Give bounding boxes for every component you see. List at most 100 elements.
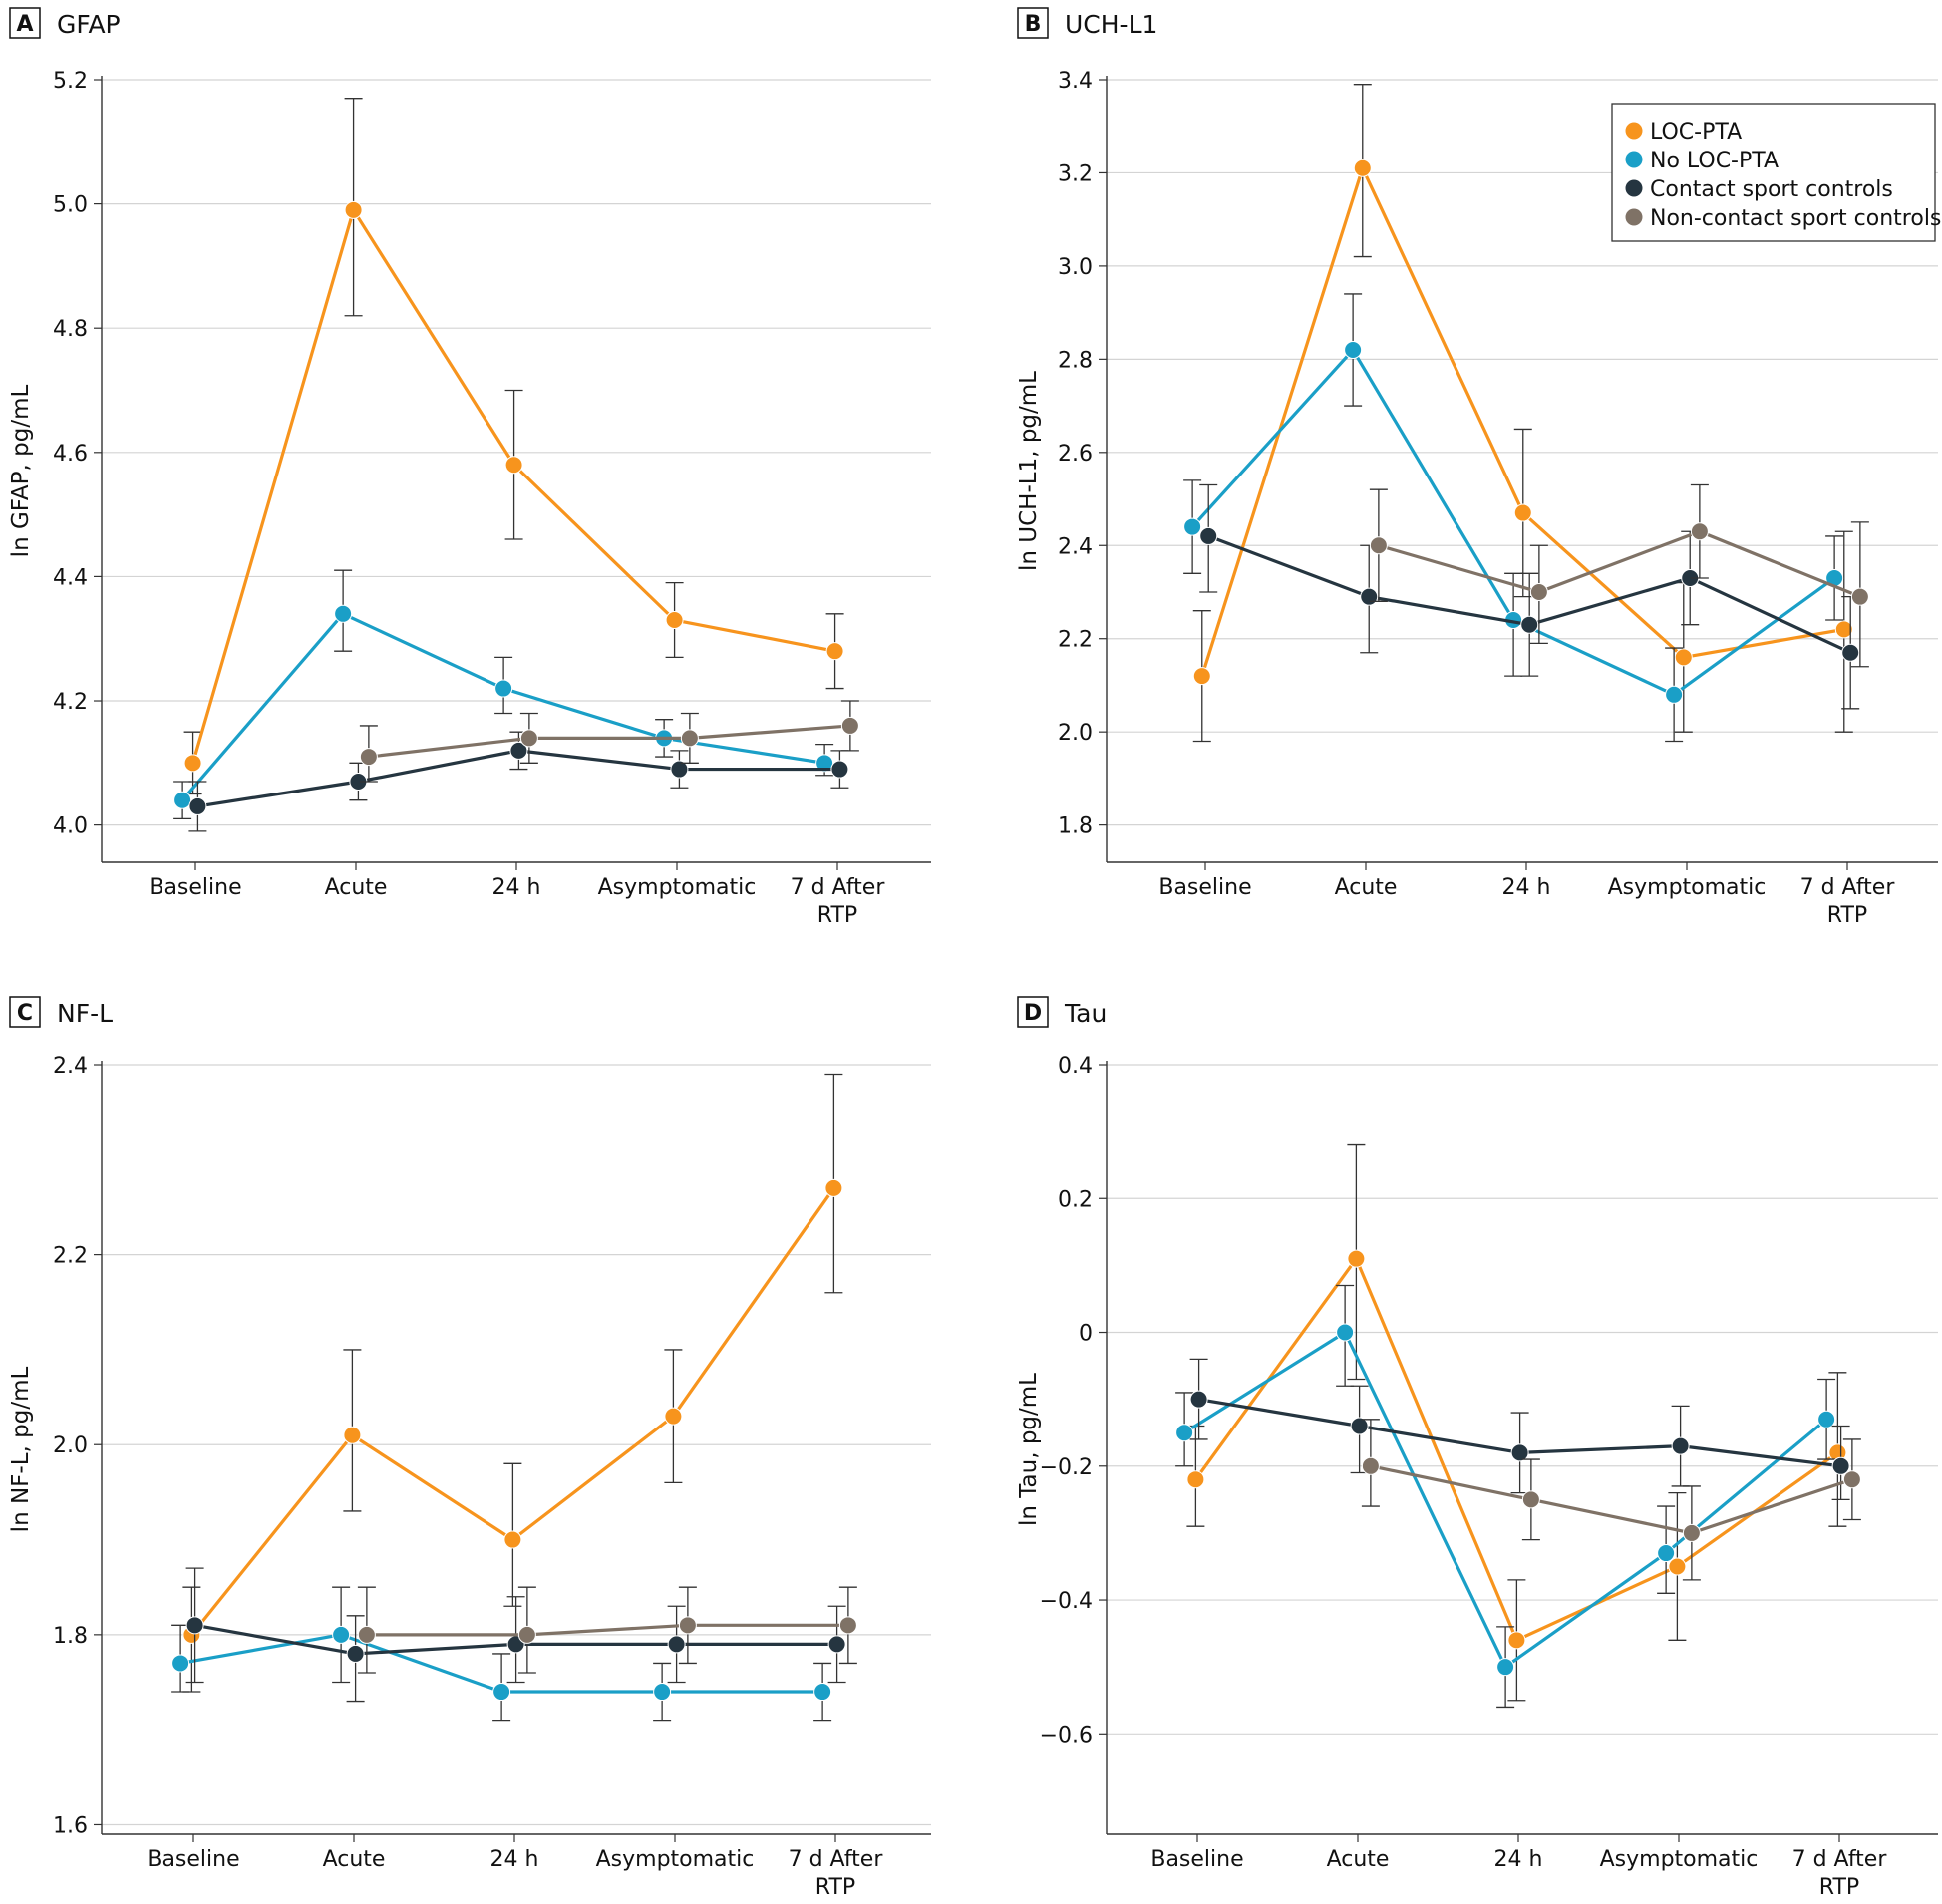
- series-line: [1200, 166, 1845, 677]
- data-point: [359, 748, 378, 767]
- panel-letter-box: [1017, 7, 1049, 39]
- y-tick-label: 3.2: [1058, 161, 1093, 186]
- y-tick-label: 1.6: [53, 1813, 88, 1838]
- y-tick-label: 3.4: [1058, 69, 1093, 94]
- panel-letter: B: [1025, 12, 1042, 37]
- panel-title: UCH-L1: [1065, 10, 1157, 39]
- data-point: [1671, 1436, 1690, 1455]
- data-point: [1192, 667, 1211, 686]
- x-tick-label-acute: Acute: [325, 875, 388, 900]
- panel-title: GFAP: [57, 10, 121, 39]
- data-point: [1361, 1456, 1380, 1475]
- data-point: [813, 1683, 832, 1702]
- data-point: [1834, 620, 1853, 639]
- data-point: [838, 1616, 857, 1635]
- data-point: [830, 760, 849, 779]
- series-line: [368, 724, 851, 759]
- y-tick-label: 1.8: [1058, 814, 1093, 839]
- legend-box: [1611, 103, 1936, 242]
- data-point: [1369, 536, 1388, 555]
- x-tick-label-baseline: Baseline: [149, 875, 241, 900]
- panel-letter-box: [9, 7, 41, 39]
- panel-letter-box: [9, 996, 41, 1028]
- x-tick-label-asymptomatic: Asymptomatic: [1608, 875, 1767, 900]
- x-tick-label-baseline: Baseline: [147, 1847, 239, 1872]
- data-point: [1682, 1523, 1701, 1542]
- data-point: [1521, 1490, 1540, 1509]
- data-point: [504, 456, 523, 475]
- data-point: [665, 611, 684, 630]
- data-point: [173, 791, 192, 809]
- y-tick-label: 5.0: [53, 193, 88, 218]
- data-point: [344, 200, 363, 219]
- data-point: [1510, 1443, 1529, 1462]
- series-non-contact-sport-controls: [359, 700, 859, 783]
- y-axis-label: ln UCH-L1, pg/mL: [1016, 371, 1042, 571]
- legend-swatch: [1625, 208, 1643, 226]
- data-point: [1817, 1410, 1836, 1428]
- x-tick-label-asymptomatic: Asymptomatic: [596, 1847, 755, 1872]
- data-point: [509, 741, 528, 760]
- series-loc-pta: [182, 1073, 843, 1693]
- x-tick-label-asymptomatic: Asymptomatic: [1600, 1847, 1759, 1872]
- legend-label: Contact sport controls: [1650, 177, 1893, 202]
- data-point: [1336, 1323, 1355, 1342]
- panel-letter: C: [17, 1001, 33, 1026]
- panel-title: NF-L: [57, 999, 113, 1028]
- data-point: [1350, 1417, 1369, 1435]
- data-point: [664, 1407, 683, 1426]
- data-point: [1199, 526, 1218, 545]
- x-tick-label-24-h: 24 h: [490, 1847, 539, 1872]
- data-point: [1496, 1658, 1515, 1677]
- y-tick-label: 5.2: [53, 69, 88, 94]
- x-tick-label-acute: Acute: [323, 1847, 386, 1872]
- y-tick-label: 2.6: [1058, 442, 1093, 467]
- y-tick-label: 4.8: [53, 317, 88, 342]
- x-tick-label-24-h: 24 h: [1494, 1847, 1543, 1872]
- panel-c: C NF-L 1.6 1.8 2.0 2.2 2.4 Baseline Acute 24 h Asy…: [8, 996, 931, 1900]
- x-tick-label-7-d-after-rtp: 7 d After RTP: [1792, 1847, 1888, 1900]
- data-point: [1353, 159, 1372, 177]
- legend-item-loc-pta: LOC-PTA: [1625, 120, 1742, 145]
- data-point: [1175, 1424, 1194, 1442]
- data-point: [824, 1178, 843, 1197]
- data-point: [1668, 1557, 1687, 1576]
- x-tick-label-7-d-after-rtp: 7 d After RTP: [1800, 875, 1896, 928]
- legend-item-no-loc-pta: No LOC-PTA: [1625, 149, 1779, 173]
- data-point: [343, 1426, 362, 1444]
- data-point: [183, 754, 202, 773]
- data-point: [825, 642, 844, 661]
- series-contact-sport-controls: [1199, 483, 1860, 710]
- legend: LOC-PTA No LOC-PTA Contact sport controls N…: [1611, 103, 1941, 242]
- series-contact-sport-controls: [185, 1567, 846, 1703]
- series-non-contact-sport-controls: [357, 1586, 857, 1674]
- y-tick-label: 2.2: [53, 1244, 88, 1269]
- y-tick-label: −0.4: [1040, 1589, 1093, 1614]
- data-point: [1347, 1249, 1366, 1268]
- series-line: [1378, 529, 1861, 599]
- data-point: [653, 1683, 672, 1702]
- data-point: [517, 1625, 536, 1644]
- data-point: [334, 604, 353, 623]
- data-point: [670, 760, 689, 779]
- x-tick-label-7-d-after-rtp: 7 d After RTP: [789, 1847, 884, 1900]
- series-loc-pta: [183, 98, 844, 795]
- y-tick-label: 2.0: [53, 1433, 88, 1458]
- x-tick-label-24-h: 24 h: [492, 875, 541, 900]
- panel-d: D Tau −0.6 −0.4 −0.2 0 0.2 0.4 Baseline Acute 24 h…: [1016, 996, 1938, 1900]
- data-point: [332, 1625, 351, 1644]
- y-tick-label: 4.0: [53, 814, 88, 839]
- data-point: [357, 1625, 376, 1644]
- series-contact-sport-controls: [188, 731, 849, 832]
- data-point: [1529, 582, 1548, 601]
- legend-label: Non-contact sport controls: [1650, 206, 1941, 231]
- legend-swatch: [1625, 122, 1643, 140]
- data-point: [519, 729, 538, 748]
- x-tick-label-7-d-after-rtp: 7 d After RTP: [791, 875, 886, 928]
- data-point: [1690, 522, 1709, 541]
- x-tick-label-baseline: Baseline: [1158, 875, 1251, 900]
- y-axis-label: ln Tau, pg/mL: [1016, 1373, 1042, 1526]
- data-point: [1183, 517, 1202, 536]
- series-no-loc-pta: [1183, 293, 1844, 743]
- x-tick-label-asymptomatic: Asymptomatic: [598, 875, 757, 900]
